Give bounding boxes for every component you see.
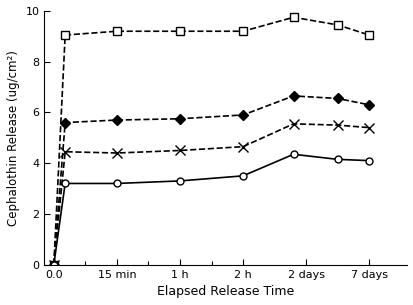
Y-axis label: Cephalothin Release (ug/cm²): Cephalothin Release (ug/cm²): [7, 50, 20, 226]
X-axis label: Elapsed Release Time: Elapsed Release Time: [157, 285, 294, 298]
